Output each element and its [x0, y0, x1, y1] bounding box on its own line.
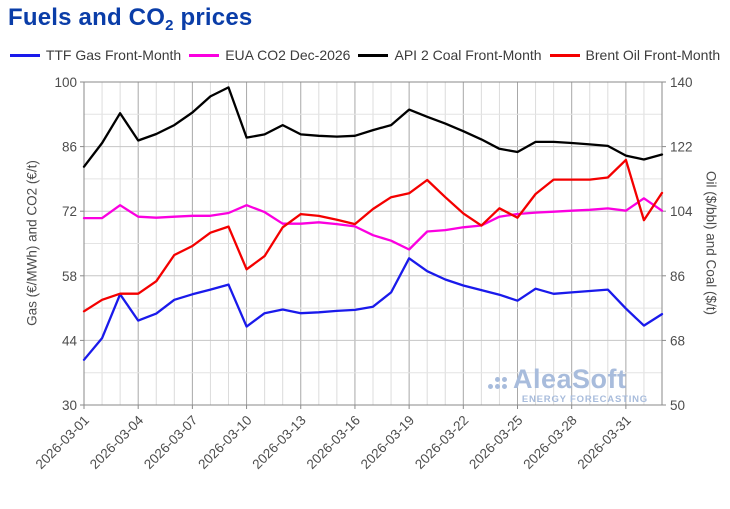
x-axis-tick-label: 2026-03-28	[520, 413, 579, 472]
left-axis-tick-label: 72	[62, 204, 77, 219]
left-axis-tick-label: 86	[62, 140, 77, 155]
legend-swatch-icon	[189, 53, 220, 57]
x-axis-tick-label: 2026-03-25	[466, 413, 525, 472]
legend-label: Brent Oil Front-Month	[585, 47, 721, 63]
title-text-tail: prices	[173, 4, 253, 31]
x-axis-tick-label: 2026-03-10	[195, 413, 254, 472]
series-line-brent-oil-front-month	[82, 158, 664, 313]
legend-item-1: TTF Gas Front-Month	[9, 47, 182, 63]
legend-swatch-icon	[9, 53, 40, 57]
legend-label: EUA CO2 Dec-2026	[225, 47, 351, 63]
title-text: Fuels and CO	[8, 4, 166, 31]
series-line-api-2-coal-front-month	[82, 86, 664, 168]
left-axis-tick-label: 44	[62, 333, 78, 348]
legend-label: TTF Gas Front-Month	[45, 47, 182, 63]
series-line-ttf-gas-front-month	[82, 257, 664, 361]
left-axis-tick-label: 58	[62, 269, 77, 284]
legend-swatch-icon	[358, 53, 389, 57]
legend-item-2: EUA CO2 Dec-2026	[189, 47, 350, 63]
right-axis-tick-label: 140	[670, 75, 693, 90]
legend-label: API 2 Coal Front-Month	[394, 47, 542, 63]
legend-item-3: API 2 Coal Front-Month	[358, 47, 542, 63]
x-axis-tick-label: 2026-03-07	[141, 413, 200, 472]
plot-border	[83, 81, 663, 406]
x-axis-tick-label: 2026-03-19	[358, 413, 417, 472]
right-axis-tick-label: 68	[670, 333, 685, 348]
x-axis-tick-label: 2026-03-31	[575, 413, 634, 472]
left-axis-tick-label: 100	[54, 75, 77, 90]
page-title: Fuels and CO2 prices	[8, 4, 253, 34]
left-axis-tick-label: 30	[62, 398, 77, 413]
right-axis-tick-label: 104	[670, 204, 693, 219]
right-axis-tick-label: 122	[670, 140, 693, 155]
legend-swatch-icon	[549, 53, 580, 57]
legend-item-4: Brent Oil Front-Month	[549, 47, 721, 63]
x-axis-tick-label: 2026-03-22	[412, 413, 471, 472]
right-axis-tick-label: 86	[670, 269, 685, 284]
title-subscript: 2	[165, 17, 174, 34]
chart-legend: TTF Gas Front-Month EUA CO2 Dec-2026 API 2…	[0, 47, 730, 63]
x-axis-tick-label: 2026-03-04	[87, 412, 147, 472]
left-axis-title: Gas (€/MWh) and CO2 (€/t)	[24, 160, 40, 326]
x-axis-tick-label: 2026-03-01	[33, 413, 92, 472]
right-axis-tick-label: 50	[670, 398, 685, 413]
x-axis-tick-label: 2026-03-13	[249, 413, 308, 472]
x-axis-tick-label: 2026-03-16	[304, 413, 363, 472]
series-line-eua-co2-dec-2026	[82, 197, 664, 251]
right-axis-title: Oil ($/bbl) and Coal ($/t)	[703, 170, 719, 316]
